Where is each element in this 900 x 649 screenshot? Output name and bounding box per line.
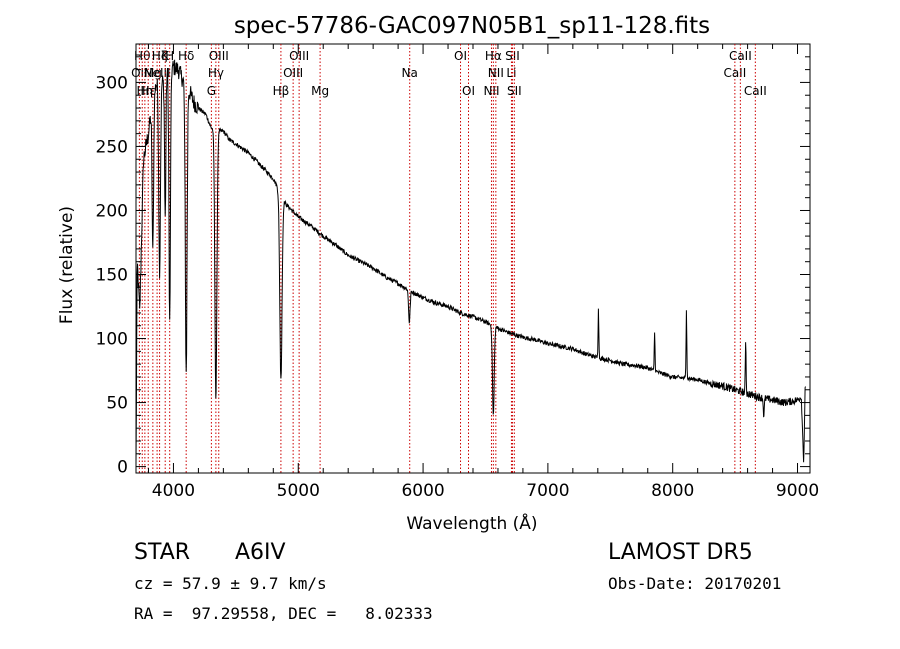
line-label-10: G [207, 84, 216, 98]
line-label-9: Hδ [178, 49, 194, 63]
x-tick-label-2: 6000 [401, 481, 444, 501]
line-label-11: Hγ [208, 66, 224, 80]
y-axis-label: Flux (relative) [57, 206, 77, 324]
y-tick-label-4: 200 [96, 201, 128, 221]
y-tick-label-6: 300 [96, 73, 128, 93]
x-tick-label-0: 4000 [152, 481, 195, 501]
x-tick-label-5: 9000 [776, 481, 819, 501]
observation-date: Obs-Date: 20170201 [608, 574, 782, 593]
line-label-21: Hα [485, 49, 502, 63]
axis-ticks: 4000 5000 6000 7000 8000 9000 0 50 100 150 200 250 3… [96, 43, 819, 501]
object-class: STAR [134, 540, 191, 565]
line-label-8: H [165, 49, 174, 63]
coordinates-readout: RA = 97.29558, DEC = 8.02333 [134, 604, 433, 623]
line-label-19: OI [462, 84, 475, 98]
y-tick-label-5: 250 [96, 137, 128, 157]
redshift-readout: cz = 57.9 ± 9.7 km/s [134, 574, 327, 593]
line-label-1: Hθ [134, 49, 150, 63]
line-label-3: Hε [140, 84, 156, 98]
survey-name: LAMOST DR5 [608, 540, 753, 565]
line-label-2: Hη [137, 84, 154, 98]
line-label-12: OIII [209, 49, 229, 63]
line-label-0: OII [131, 66, 148, 80]
line-label-23: Li [506, 66, 516, 80]
line-label-6: Hζ [152, 49, 168, 63]
y-tick-label-3: 150 [96, 266, 128, 286]
line-label-25: SII [507, 84, 522, 98]
line-label-18: OI [454, 49, 467, 63]
x-tick-label-1: 5000 [277, 481, 320, 501]
line-label-7: K [161, 49, 170, 63]
line-label-22: NII [488, 66, 504, 80]
line-label-15: OIII [289, 49, 309, 63]
y-tick-label-1: 50 [106, 394, 128, 414]
x-tick-label-4: 8000 [651, 481, 694, 501]
x-axis-label: Wavelength (Å) [406, 512, 537, 534]
line-label-13: Hβ [273, 84, 290, 98]
y-tick-label-2: 100 [96, 330, 128, 350]
object-subclass: A6IV [235, 540, 286, 565]
line-label-27: CaII [729, 49, 752, 63]
chart-title: spec-57786-GAC097N05B1_sp11-128.fits [234, 13, 710, 39]
line-label-28: CaII [744, 84, 767, 98]
spectrum-line [135, 59, 806, 464]
line-label-5: NeIII [144, 66, 171, 80]
line-label-26: CaII [723, 66, 746, 80]
spectrum-chart: spec-57786-GAC097N05B1_sp11-128.fits OII… [57, 13, 819, 534]
line-label-20: NII [483, 84, 499, 98]
line-label-24: SII [505, 49, 520, 63]
line-label-16: Mg [311, 84, 329, 98]
y-tick-label-0: 0 [117, 458, 128, 478]
line-label-17: Na [402, 66, 418, 80]
line-label-14: OIII [283, 66, 303, 80]
x-tick-label-3: 7000 [526, 481, 569, 501]
plot-frame [135, 43, 811, 474]
